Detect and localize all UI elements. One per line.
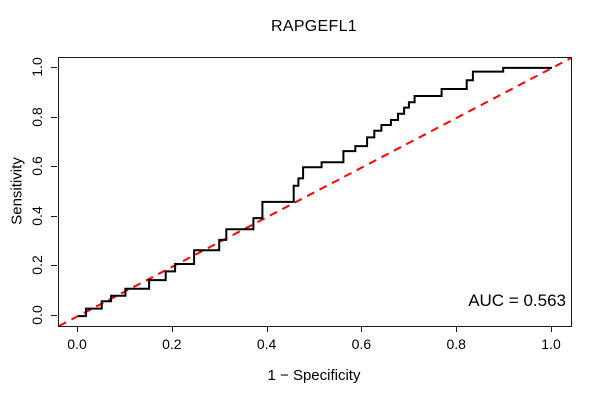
y-axis-tick-label: 0.2: [29, 255, 45, 276]
chart-title: RAPGEFL1: [271, 18, 357, 35]
y-axis-tick-mark: [51, 315, 57, 317]
y-axis-tick-label: 0.6: [29, 156, 45, 176]
x-axis-tick-mark: [456, 326, 458, 332]
roc-curve-line: [78, 66, 552, 318]
y-axis-tick-label: 1.0: [29, 57, 45, 77]
x-axis-tick-label: 0.6: [351, 336, 372, 352]
y-axis-tick-mark: [51, 166, 57, 168]
x-axis-tick-mark: [77, 326, 78, 332]
x-axis-tick-label: 0.2: [162, 336, 182, 352]
x-axis-tick-mark: [551, 326, 552, 332]
y-axis-tick-mark: [51, 66, 57, 68]
y-axis-tick-mark: [51, 215, 57, 217]
y-axis-tick-label: 0.4: [29, 206, 45, 226]
y-axis-tick-label: 0.8: [29, 106, 45, 127]
x-axis-tick-mark: [171, 326, 173, 332]
y-axis-tick-mark: [51, 265, 57, 267]
x-axis-tick-label: 1.0: [541, 336, 561, 352]
x-axis-tick-mark: [361, 326, 363, 332]
x-axis-tick-label: 0.4: [256, 336, 277, 352]
chance-diagonal-reference-line: [59, 58, 571, 326]
y-axis-label: Sensitivity: [8, 157, 26, 225]
plot-area: [58, 57, 572, 327]
y-axis-tick-mark: [51, 116, 57, 118]
y-axis-tick-label: 0.0: [29, 305, 45, 325]
x-axis-label: 1 − Specificity: [267, 367, 361, 384]
roc-plot-canvas: [59, 58, 571, 326]
auc-annotation: AUC = 0.563: [468, 291, 566, 310]
x-axis-tick-mark: [266, 326, 268, 332]
x-axis-tick-label: 0.0: [67, 336, 87, 352]
x-axis-tick-label: 0.8: [446, 336, 466, 352]
